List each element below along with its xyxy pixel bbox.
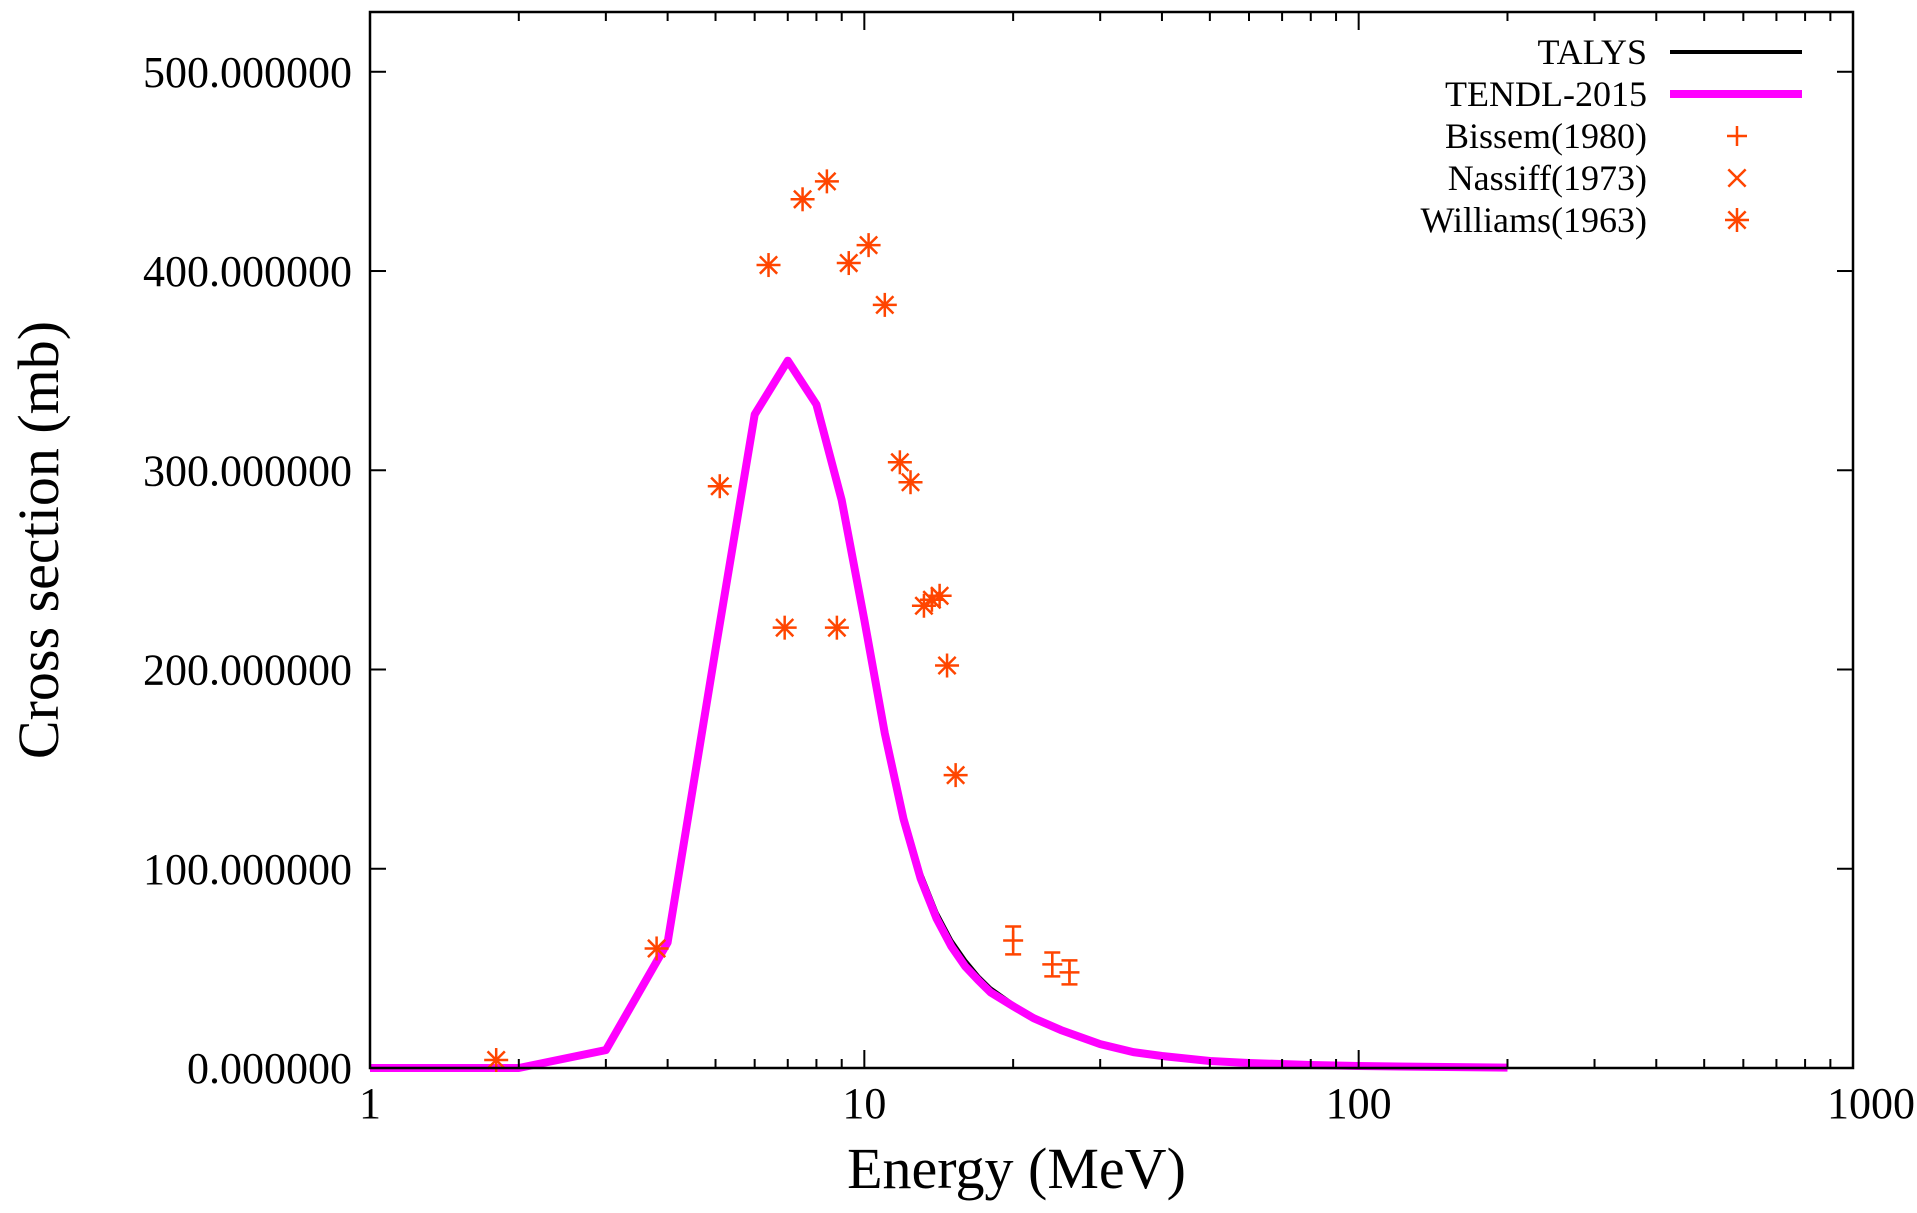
point-williams-1963 (856, 233, 881, 258)
legend-swatch (1725, 208, 1749, 232)
axis-labels: Energy (MeV) Cross section (mb) (6, 321, 1186, 1201)
series-line-tendl-2015 (370, 356, 1508, 1072)
legend-label: Nassiff(1973) (1448, 158, 1647, 198)
series-line-talys (370, 358, 1508, 1070)
legend-label: TALYS (1537, 32, 1647, 72)
y-tick-label: 200.000000 (143, 646, 352, 695)
point-williams-1963 (935, 653, 960, 678)
point-williams-1963 (927, 583, 952, 608)
point-williams-1963 (824, 615, 849, 640)
y-tick-label: 500.000000 (143, 48, 352, 97)
legend: TALYSTENDL-2015Bissem(1980)Nassiff(1973)… (1420, 32, 1802, 240)
x-tick-label: 1000 (1827, 1079, 1915, 1128)
axes (368, 10, 1855, 1070)
point-williams-1963 (756, 253, 781, 278)
point-bissem-1980 (1042, 954, 1063, 975)
plot-frame (368, 10, 1855, 1070)
y-tick-label: 100.000000 (143, 845, 352, 894)
y-tick-label: 400.000000 (143, 247, 352, 296)
point-williams-1963 (772, 615, 797, 640)
point-bissem-1980 (1059, 962, 1080, 983)
point-williams-1963 (790, 187, 815, 212)
legend-label: TENDL-2015 (1445, 74, 1647, 114)
x-axis-title: Energy (MeV) (847, 1136, 1186, 1201)
y-tick-label: 300.000000 (143, 446, 352, 495)
x-tick-label: 1 (359, 1079, 381, 1128)
y-tick-label: 0.000000 (187, 1044, 352, 1093)
ticks: 0.000000 100.000000 200.000000 300.000000 40… (143, 12, 1915, 1128)
legend-entry-talys: TALYS (1537, 32, 1802, 72)
point-williams-1963 (887, 450, 912, 475)
legend-swatch (1727, 126, 1747, 146)
point-williams-1963 (707, 474, 732, 499)
legend-label: Bissem(1980) (1445, 116, 1647, 156)
legend-entry-williams-1963: Williams(1963) (1420, 200, 1749, 240)
point-williams-1963 (836, 251, 861, 276)
legend-entry-tendl-2015: TENDL-2015 (1445, 74, 1802, 114)
point-williams-1963 (872, 292, 897, 317)
point-williams-1963 (644, 936, 669, 961)
legend-label: Williams(1963) (1420, 200, 1647, 240)
legend-swatch (1727, 168, 1747, 188)
legend-entry-nassiff-1973: Nassiff(1973) (1448, 158, 1747, 198)
y-axis-title: Cross section (mb) (6, 321, 71, 759)
point-williams-1963 (814, 169, 839, 194)
point-williams-1963 (943, 763, 968, 788)
point-bissem-1980 (1003, 930, 1024, 951)
x-tick-label: 10 (842, 1079, 886, 1128)
x-tick-label: 100 (1326, 1079, 1392, 1128)
series-lines (370, 356, 1508, 1072)
legend-entry-bissem-1980: Bissem(1980) (1445, 116, 1747, 156)
point-williams-1963 (898, 470, 923, 495)
data-points (484, 169, 1080, 1073)
